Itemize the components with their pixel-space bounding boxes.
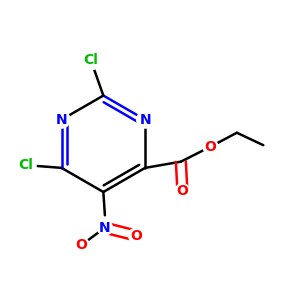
Circle shape <box>175 184 190 199</box>
Text: O: O <box>130 229 142 242</box>
Circle shape <box>98 220 112 235</box>
Circle shape <box>16 155 36 175</box>
Text: O: O <box>205 140 216 154</box>
Text: Cl: Cl <box>83 53 98 67</box>
Text: N: N <box>99 221 111 235</box>
Text: O: O <box>176 184 188 198</box>
Circle shape <box>128 228 143 243</box>
Circle shape <box>74 237 89 252</box>
Text: N: N <box>139 113 151 127</box>
Text: O: O <box>76 238 88 252</box>
Text: Cl: Cl <box>18 158 33 172</box>
Circle shape <box>203 139 218 154</box>
Circle shape <box>53 111 70 128</box>
Circle shape <box>137 111 154 128</box>
Circle shape <box>81 50 101 70</box>
Text: N: N <box>56 113 68 127</box>
